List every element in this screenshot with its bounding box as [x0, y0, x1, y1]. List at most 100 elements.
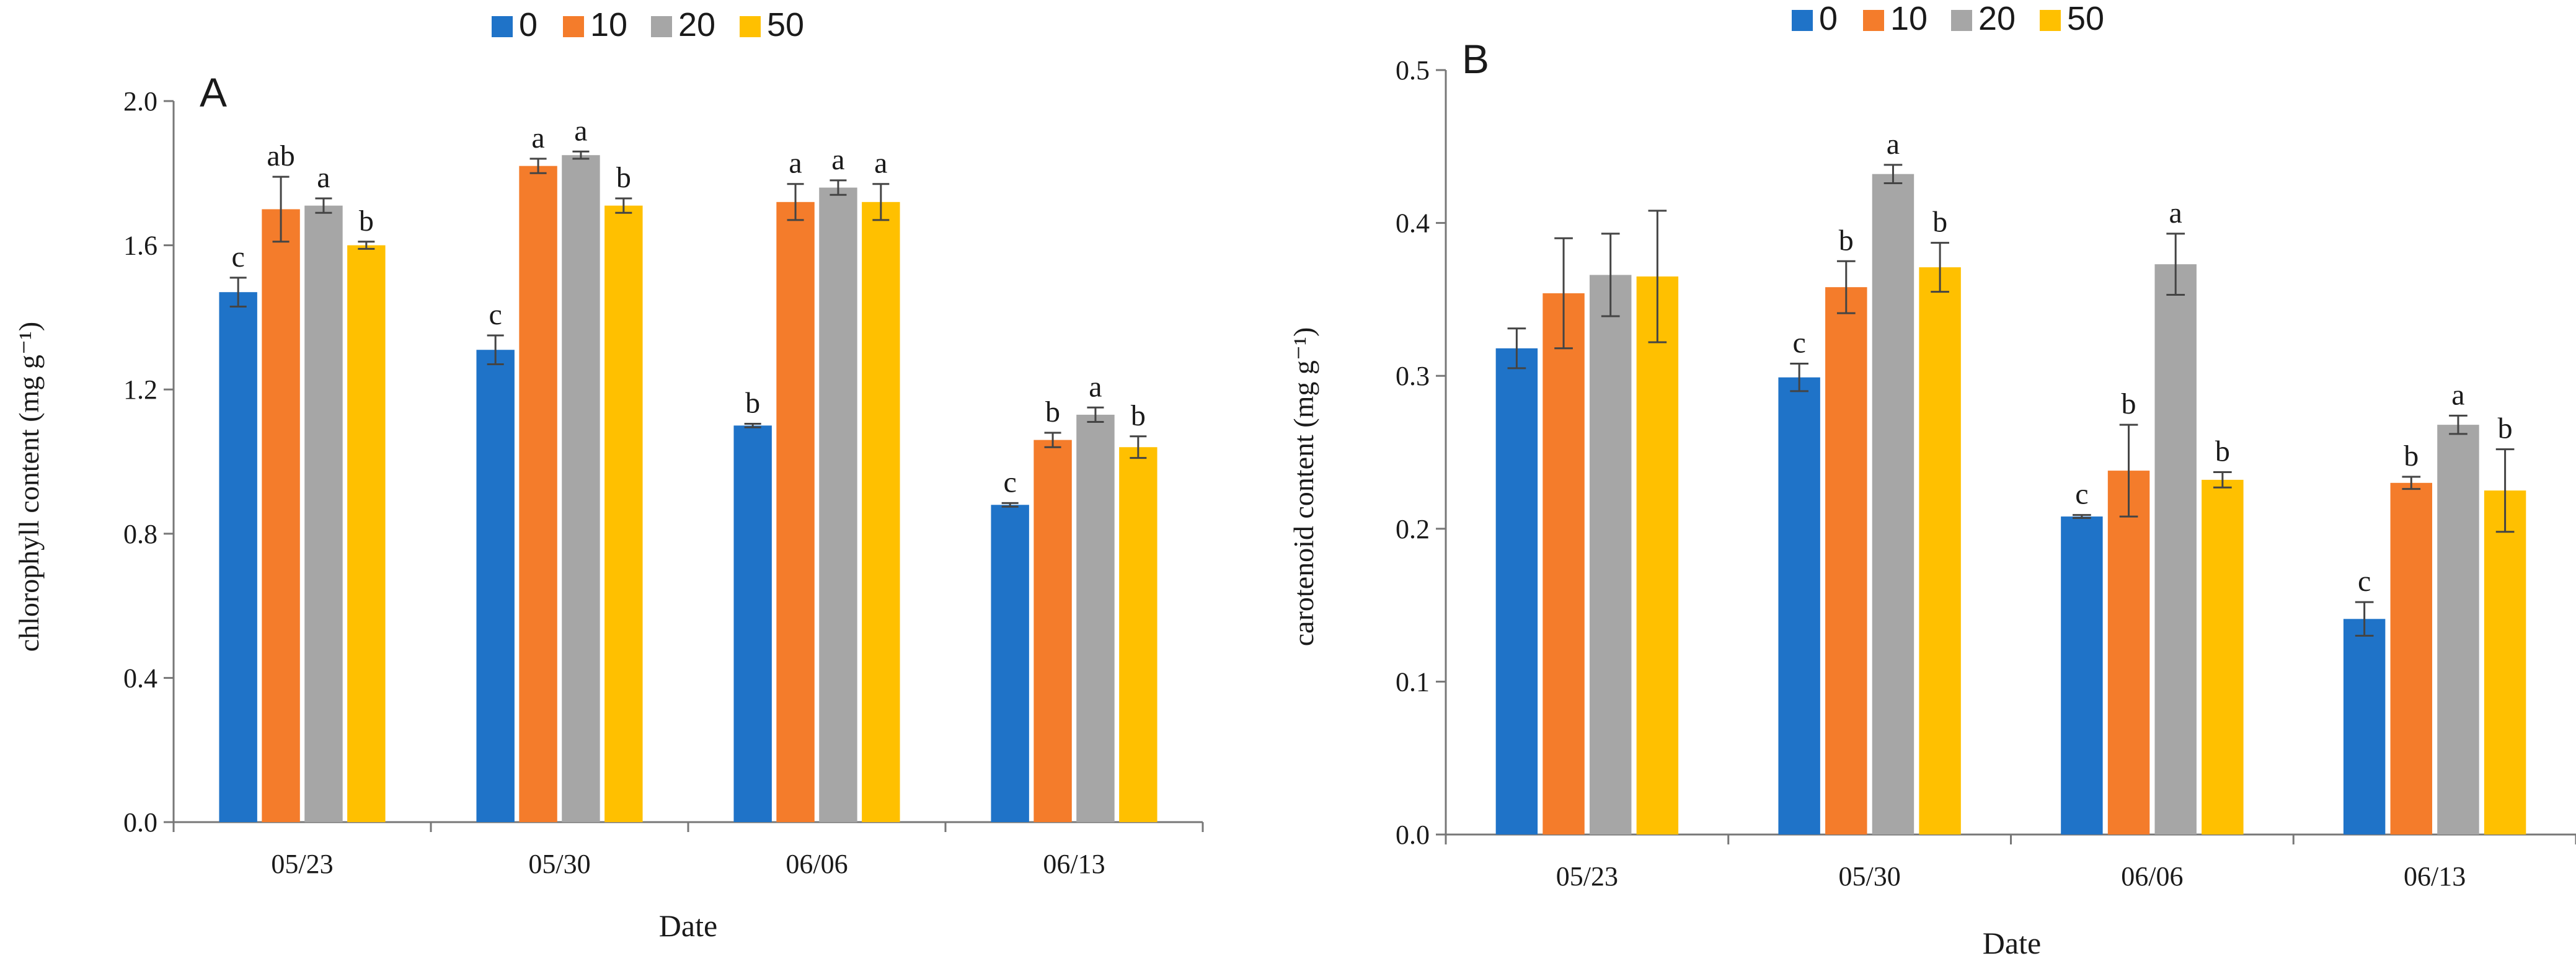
bar: [776, 202, 815, 822]
bar: [304, 205, 343, 822]
y-tick-label: 2.0: [123, 86, 157, 117]
significance-label: b: [2215, 435, 2230, 468]
significance-label: a: [2169, 197, 2182, 229]
legend-swatch-10: [563, 16, 584, 37]
bar: [476, 350, 515, 822]
chart-panel-a: 0 10 20 50 A chlorophyll content (mg g⁻¹…: [13, 6, 1204, 943]
x-tick-label: 05/30: [528, 849, 590, 879]
bar: [262, 209, 300, 822]
bar: [862, 202, 900, 822]
legend-swatch-0: [492, 16, 513, 37]
legend-swatch-50: [2040, 10, 2061, 31]
legend-swatch-20: [1951, 10, 1972, 31]
plot-area-a: 0.0 0.4 0.8 1.2 1.6 2.0 05/23 05/30 06/06 06/13 c c…: [123, 86, 1204, 879]
y-tick-label: 0.4: [1396, 208, 1430, 239]
significance-label: c: [489, 298, 502, 331]
bar: [1076, 414, 1115, 822]
legend-label-10: 10: [590, 6, 627, 43]
chart-panel-b: 0 10 20 50 B carotenoid content (mg g⁻¹)…: [1288, 0, 2576, 960]
y-tick-label: 0.0: [123, 807, 157, 838]
y-tick-label: 1.2: [123, 374, 157, 405]
significance-label: b: [616, 161, 631, 194]
significance-label: b: [745, 386, 760, 419]
significance-label: b: [1932, 206, 1947, 239]
bar: [991, 505, 1029, 822]
significance-label: a: [317, 161, 330, 194]
y-axis-title-b: carotenoid content (mg g⁻¹): [1288, 327, 1319, 647]
x-axis-title-b: Date: [1983, 926, 2041, 960]
bar: [1589, 275, 1632, 835]
panel-label-b: B: [1462, 36, 1489, 82]
legend-label-20: 20: [678, 6, 715, 43]
significance-label: c: [1004, 466, 1017, 498]
significance-label: a: [2451, 378, 2464, 411]
y-tick-label: 1.6: [123, 231, 157, 261]
x-tick-label: 05/30: [1839, 861, 1901, 892]
x-tick-label: 05/23: [271, 849, 333, 879]
panel-label-a: A: [200, 69, 227, 115]
significance-label: b: [2404, 440, 2419, 472]
x-tick-label: 06/13: [2404, 861, 2466, 892]
bar: [219, 292, 257, 822]
significance-label: a: [789, 147, 802, 180]
significance-label: a: [874, 147, 887, 180]
legend-a: 0 10 20 50: [492, 6, 804, 43]
plot-area-b: 0.0 0.1 0.2 0.3 0.4 0.5 05/23 05/30 06/06 06/13 c c…: [1396, 55, 2576, 892]
significance-label: b: [1131, 399, 1146, 432]
y-tick-label: 0.5: [1396, 55, 1430, 86]
bar: [1033, 440, 1072, 822]
legend-swatch-0: [1792, 10, 1813, 31]
legend-label-50: 50: [767, 6, 804, 43]
bar: [2390, 482, 2433, 835]
x-tick-label: 06/13: [1043, 849, 1105, 879]
bar: [1872, 174, 1914, 835]
bar: [1495, 348, 1538, 835]
y-tick-label: 0.1: [1396, 666, 1430, 697]
bar: [1636, 276, 1679, 835]
significance-label: b: [2122, 388, 2136, 420]
significance-label: c: [2358, 565, 2371, 598]
legend-label-10: 10: [1890, 0, 1928, 37]
y-tick-label: 0.0: [1396, 820, 1430, 850]
x-tick-label: 06/06: [786, 849, 848, 879]
y-tick-label: 0.8: [123, 519, 157, 549]
significance-label: b: [359, 205, 374, 237]
bar: [2437, 425, 2479, 835]
significance-label: a: [831, 143, 844, 176]
legend-label-20: 20: [1978, 0, 2016, 37]
significance-label: ab: [267, 140, 294, 172]
y-tick-label: 0.3: [1396, 361, 1430, 391]
significance-label: a: [1089, 370, 1102, 403]
legend-label-0: 0: [1819, 0, 1838, 37]
x-axis-title-a: Date: [659, 908, 717, 943]
significance-label: a: [574, 114, 587, 147]
bar: [1778, 377, 1820, 835]
bar: [1825, 287, 1867, 835]
legend-swatch-20: [651, 16, 672, 37]
y-axis-title-a: chlorophyll content (mg g⁻¹): [13, 322, 45, 652]
bar: [2154, 264, 2197, 835]
significance-label: a: [531, 122, 544, 154]
x-tick-label: 06/06: [2121, 861, 2183, 892]
significance-label: a: [1887, 128, 1900, 161]
significance-label: b: [2498, 412, 2513, 445]
significance-label: b: [1839, 224, 1854, 257]
y-tick-label: 0.2: [1396, 514, 1430, 544]
legend-label-50: 50: [2067, 0, 2104, 37]
legend-b: 0 10 20 50: [1792, 0, 2104, 37]
significance-label: c: [2075, 478, 2088, 511]
y-tick-label: 0.4: [123, 663, 157, 693]
bar: [1919, 267, 1961, 835]
bar: [2107, 471, 2150, 835]
bar: [2484, 490, 2526, 835]
significance-label: c: [232, 241, 245, 273]
bar: [2343, 619, 2386, 835]
bar: [1543, 293, 1585, 835]
bar: [1119, 447, 1157, 822]
bar: [819, 187, 857, 822]
bar: [2202, 479, 2244, 835]
bar: [2061, 516, 2103, 835]
legend-swatch-50: [740, 16, 761, 37]
significance-label: b: [1045, 396, 1060, 428]
